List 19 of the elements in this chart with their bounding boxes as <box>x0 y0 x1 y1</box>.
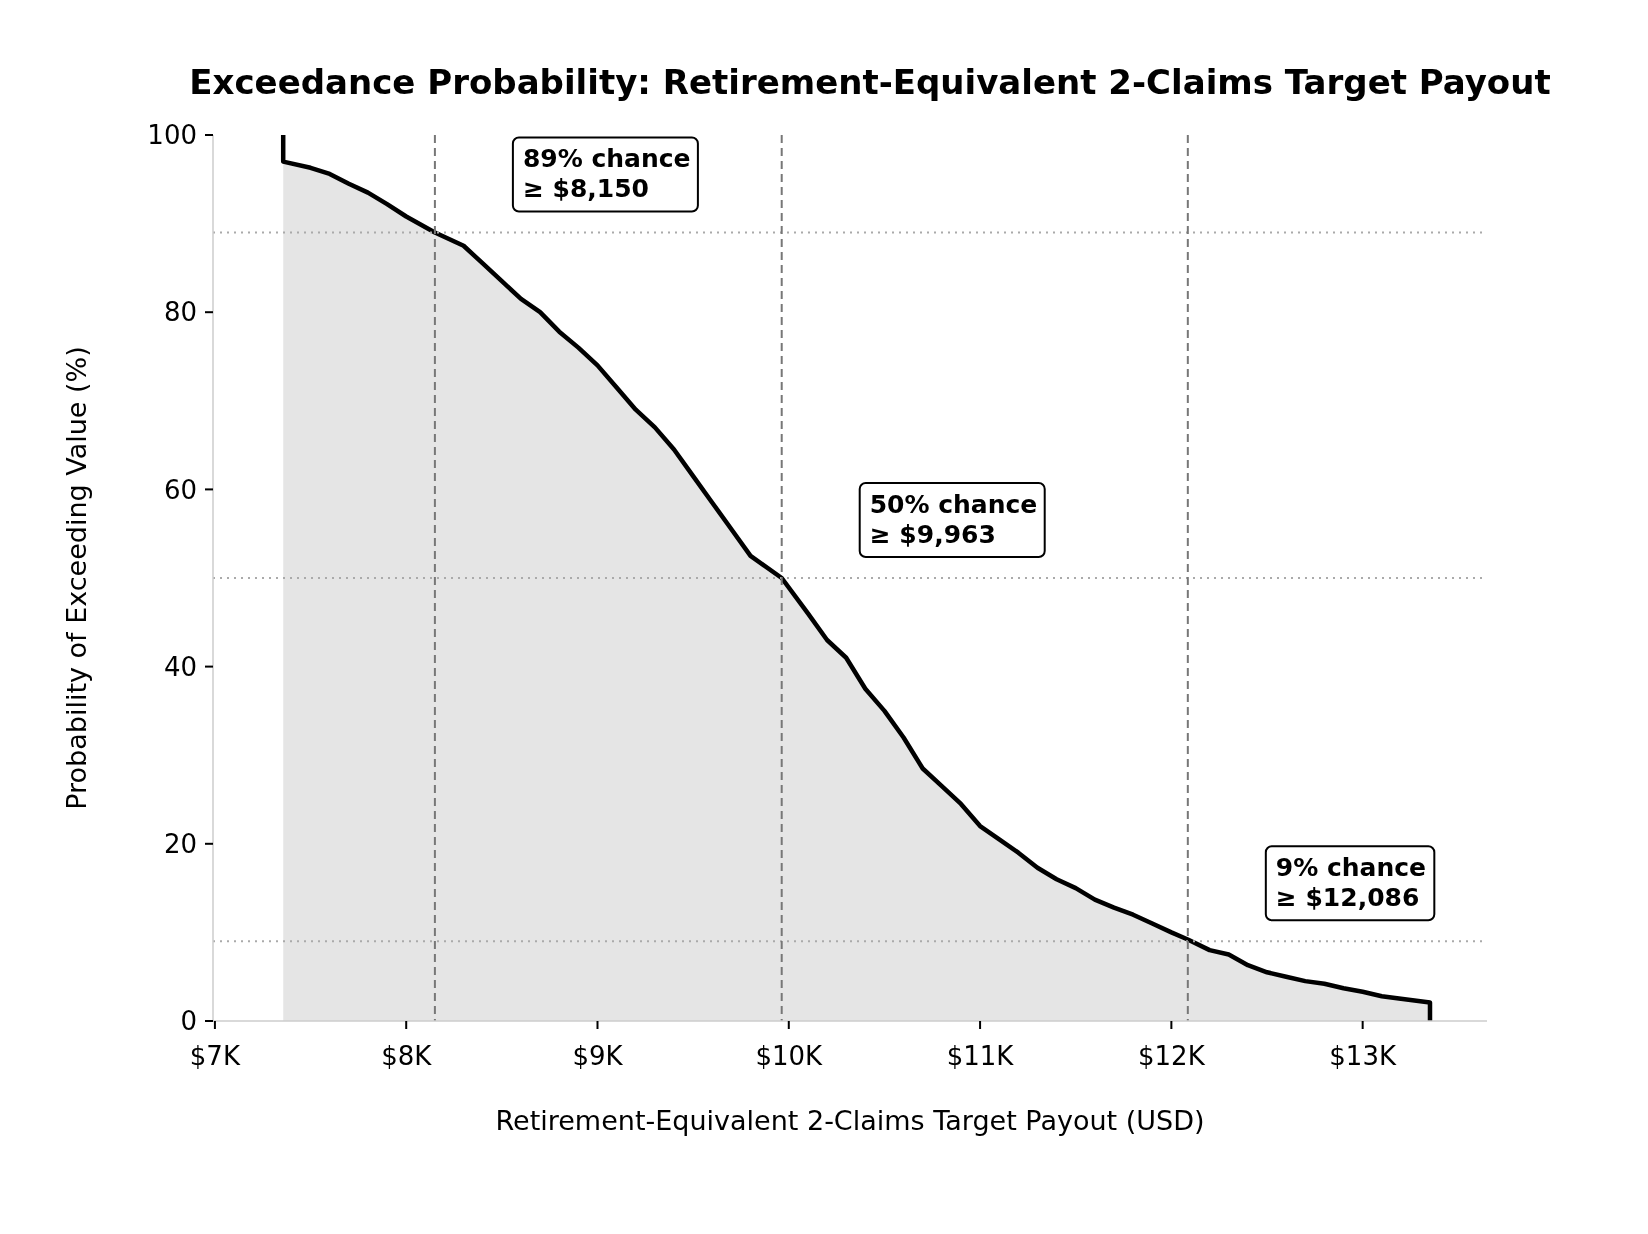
y-axis-title: Probability of Exceeding Value (%) <box>61 346 92 810</box>
y-tick-label: 20 <box>163 828 197 859</box>
y-tick-label: 60 <box>163 474 197 505</box>
y-tick-label: 0 <box>180 1006 197 1037</box>
x-tick-label: $12K <box>1138 1041 1206 1071</box>
chart-title: Exceedance Probability: Retirement-Equivalent 2-Claims Target Payout <box>189 62 1551 102</box>
annotation: 9% chance ≥ $12,086 <box>1275 853 1427 913</box>
annotation: 50% chance ≥ $9,963 <box>869 490 1038 549</box>
y-tick-label: 40 <box>163 651 197 682</box>
y-tick-label: 80 <box>163 297 197 328</box>
x-tick-label: $9K <box>572 1041 624 1071</box>
y-tick-label: 100 <box>147 120 197 151</box>
x-tick-label: $7K <box>189 1041 241 1071</box>
x-tick-label: $11K <box>946 1041 1015 1071</box>
x-axis-title: Retirement-Equivalent 2-Claims Target Payout (USD) <box>495 1105 1205 1136</box>
annotation: 89% chance ≥ $8,150 <box>522 144 691 204</box>
x-tick-label: $13K <box>1329 1041 1397 1071</box>
x-tick-label: $8K <box>381 1041 433 1071</box>
x-tick-label: $10K <box>755 1041 824 1071</box>
